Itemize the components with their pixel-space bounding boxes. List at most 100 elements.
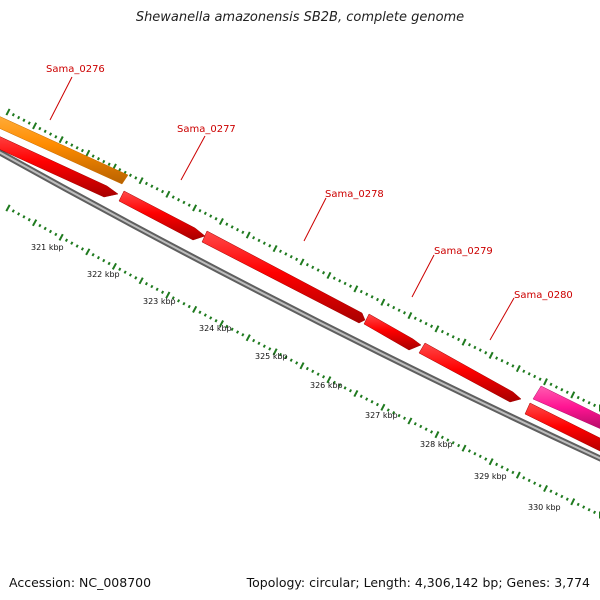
minor-tick (375, 297, 380, 302)
minor-tick (560, 494, 564, 499)
minor-tick (209, 214, 213, 218)
scale-label: 326 kbp (310, 381, 343, 390)
minor-tick (305, 366, 309, 371)
minor-tick (11, 209, 15, 213)
minor-tick (451, 441, 455, 445)
minor-tick (467, 449, 471, 453)
minor-tick (430, 430, 434, 434)
minor-tick (549, 382, 553, 387)
minor-tick (96, 157, 100, 161)
major-tick (111, 262, 117, 270)
minor-tick (440, 435, 444, 440)
minor-tick (144, 181, 148, 186)
minor-tick (484, 457, 488, 461)
minor-tick (91, 253, 95, 257)
minor-tick (467, 343, 472, 347)
minor-tick (322, 375, 326, 379)
minor-tick (80, 148, 84, 153)
scale-label: 328 kbp (420, 440, 453, 449)
gene-pink[interactable] (532, 385, 600, 433)
minor-tick (576, 395, 580, 400)
minor-tick (397, 413, 401, 418)
gene-sama-0280[interactable] (418, 342, 522, 403)
minor-tick (582, 505, 586, 509)
minor-tick (484, 351, 488, 355)
gene-label: Sama_0280 (514, 290, 573, 301)
minor-tick (419, 319, 423, 323)
minor-tick (478, 454, 482, 459)
minor-tick (533, 481, 537, 485)
minor-tick (262, 344, 266, 348)
minor-tick (80, 247, 84, 251)
minor-tick (177, 198, 181, 202)
minor-tick (54, 135, 58, 139)
minor-tick (155, 187, 159, 191)
major-tick (245, 334, 251, 342)
minor-tick (225, 324, 229, 329)
gene-unlabeled[interactable] (0, 132, 119, 198)
minor-tick (236, 330, 240, 334)
major-tick (515, 364, 521, 373)
major-tick (192, 204, 198, 212)
gene-labels: Sama_0276 Sama_0277 Sama_0278 Sama_0279 … (46, 64, 573, 341)
minor-tick (230, 327, 234, 331)
genome-summary-text: Topology: circular; Length: 4,306,142 bp… (246, 575, 590, 590)
minor-tick (27, 121, 31, 125)
minor-tick (225, 222, 229, 226)
accession-text: Accession: NC_008700 (9, 575, 152, 590)
minor-tick (554, 385, 558, 389)
minor-tick (522, 476, 526, 480)
minor-tick (413, 422, 417, 426)
minor-tick (565, 390, 569, 394)
minor-tick (587, 401, 591, 405)
scale-labels: 321 kbp 322 kbp 323 kbp 324 kbp 325 kbp … (31, 243, 561, 512)
minor-tick (365, 292, 369, 296)
genome-backbone (0, 149, 600, 462)
minor-tick (505, 361, 510, 366)
minor-tick (522, 369, 526, 373)
minor-tick (576, 502, 580, 507)
minor-tick (549, 489, 553, 493)
major-tick (380, 403, 386, 411)
minor-tick (413, 316, 417, 320)
minor-tick (75, 146, 79, 150)
major-tick (32, 122, 38, 130)
minor-tick (593, 510, 597, 515)
minor-tick (338, 279, 342, 283)
minor-tick (252, 236, 256, 240)
gene-sama-0278[interactable] (201, 230, 366, 324)
minor-tick (446, 332, 450, 336)
minor-tick (289, 254, 293, 259)
gene-red-right[interactable] (524, 402, 600, 456)
minor-tick (64, 238, 69, 242)
minor-tick (96, 255, 100, 260)
minor-tick (171, 195, 175, 199)
gene-sama-0277[interactable] (118, 190, 206, 241)
scale-label: 324 kbp (199, 324, 232, 333)
minor-tick (305, 262, 309, 267)
scale-label: 327 kbp (365, 411, 398, 420)
minor-tick (538, 377, 542, 381)
minor-tick (370, 400, 374, 404)
major-tick (138, 177, 144, 185)
major-tick (58, 233, 64, 241)
major-tick (165, 291, 171, 299)
gene-sama-0276[interactable] (0, 112, 129, 185)
minor-tick (338, 383, 342, 387)
major-tick (407, 311, 413, 320)
minor-tick (451, 335, 455, 339)
minor-tick (155, 287, 159, 292)
major-tick (515, 471, 521, 479)
major-tick (5, 108, 11, 116)
minor-tick (419, 424, 423, 429)
major-tick (58, 136, 64, 144)
minor-tick (505, 468, 509, 472)
minor-tick (343, 281, 347, 286)
minor-tick (375, 402, 379, 407)
minor-tick (311, 265, 315, 270)
minor-tick (289, 358, 293, 362)
minor-tick (177, 299, 181, 303)
minor-tick (22, 118, 26, 122)
gene-sama-0279[interactable] (363, 313, 422, 351)
minor-tick (311, 369, 315, 374)
